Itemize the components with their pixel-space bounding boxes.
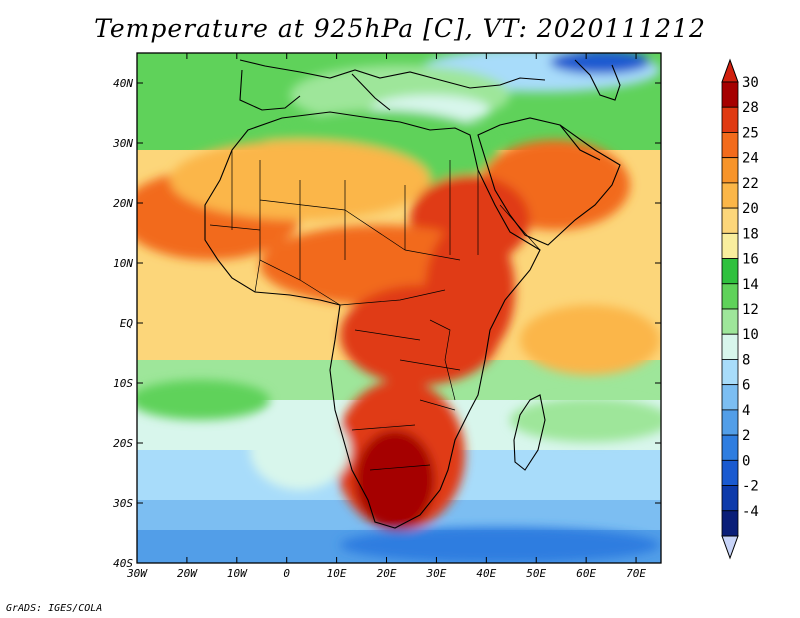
lat-tick-label: 40N [113, 77, 133, 90]
colorbar-label: 8 [742, 352, 750, 368]
lon-tick-label: 20E [377, 567, 397, 580]
iberia-coast [239, 69, 301, 111]
colorbar-swatch [721, 333, 739, 360]
colorbar-swatch [721, 485, 739, 512]
lat-tick-label: 20S [113, 437, 133, 450]
colorbar-label: -4 [742, 504, 759, 520]
field-cool-benguela [250, 410, 350, 490]
colorbar-swatch [721, 106, 739, 133]
coastlines [204, 59, 621, 529]
lon-tick-label: 0 [283, 567, 290, 580]
lat-tick-label: 10S [113, 377, 133, 390]
temperature-map: 30W 20W 10W 0 10E 20E 30E 40E 50E 60E 70E 40N 30N 20N… [112, 52, 759, 580]
colorbar-swatch [721, 81, 739, 108]
lon-tick-label: 30W [126, 567, 148, 580]
plot-frame [136, 52, 662, 564]
colorbar-swatch [721, 132, 739, 159]
field-green-south-atlantic [137, 380, 270, 420]
colorbar-label: 14 [742, 277, 759, 293]
italy-coast [351, 73, 391, 111]
colorbar-label: 22 [742, 176, 759, 192]
lat-tick-label: 20N [113, 197, 133, 210]
colorbar-over-arrow [721, 58, 739, 83]
colorbar-swatch [721, 510, 739, 537]
map-title: Temperature at 925hPa [C], VT: 202011121… [94, 14, 706, 43]
field-blue-southern [340, 527, 660, 563]
lat-tick-label: EQ [120, 317, 134, 330]
colorbar-label: 18 [742, 226, 759, 242]
colorbar-swatch [721, 157, 739, 184]
field-cold-caspian [550, 53, 650, 74]
colorbar-label: 28 [742, 100, 759, 116]
colorbar-label: 20 [742, 201, 759, 217]
madagascar [513, 394, 546, 471]
map-axes: 30W 20W 10W 0 10E 20E 30E 40E 50E 60E 70E 40N 30N 20N… [112, 53, 661, 580]
colorbar-swatch [721, 258, 739, 285]
lon-tick-label: 20W [177, 567, 198, 580]
arabia-coast [477, 117, 621, 246]
lon-tick-label: 40E [476, 567, 496, 580]
colorbar-label: 12 [742, 302, 759, 318]
colorbar-label: 0 [742, 453, 750, 469]
colorbar-swatch [721, 384, 739, 411]
lon-tick-label: 10W [227, 567, 248, 580]
europe-coast [239, 59, 546, 89]
colorbar-label: 25 [742, 125, 759, 141]
grads-credit: GrADS: IGES/COLA [6, 603, 103, 614]
field-warm-indian-ocean [520, 305, 660, 375]
colorbar-label: 24 [742, 151, 759, 167]
colorbar-swatch [721, 409, 739, 436]
colorbar-swatch [721, 434, 739, 461]
caspian-coast [574, 59, 621, 101]
lat-tick-label: 30N [112, 137, 133, 150]
lon-tick-label: 70E [626, 567, 646, 580]
colorbar-label: 6 [742, 378, 750, 394]
colorbar-swatch [721, 283, 739, 310]
lat-tick-label: 10N [113, 257, 133, 270]
lon-tick-label: 10E [327, 567, 347, 580]
field-warm-east-africa [425, 220, 515, 360]
persian-gulf [559, 124, 601, 161]
colorbar-under-arrow [721, 535, 739, 560]
field-green-indian [510, 398, 661, 442]
country-borders [209, 150, 541, 471]
africa-coast [204, 111, 541, 529]
colorbar-label: 10 [742, 327, 759, 343]
colorbar-swatch [721, 359, 739, 386]
colorbar-swatch [721, 182, 739, 209]
lon-tick-label: 50E [526, 567, 546, 580]
lat-tick-label: 30S [112, 497, 133, 510]
lat-tick-label: 40S [113, 557, 133, 570]
colorbar-label: 2 [742, 428, 750, 444]
colorbar-label: 30 [742, 75, 759, 91]
colorbar-label: 4 [742, 403, 750, 419]
colorbar-swatch [721, 232, 739, 259]
colorbar-label: -2 [742, 479, 759, 495]
lon-tick-label: 30E [425, 567, 446, 580]
colorbar-swatch [721, 459, 739, 486]
colorbar-swatch [721, 308, 739, 335]
field-hot-kalahari [355, 430, 435, 530]
colorbar-label: 16 [742, 252, 759, 268]
colorbar-swatch [721, 207, 739, 234]
lon-tick-label: 60E [576, 567, 596, 580]
temperature-field [137, 53, 661, 563]
